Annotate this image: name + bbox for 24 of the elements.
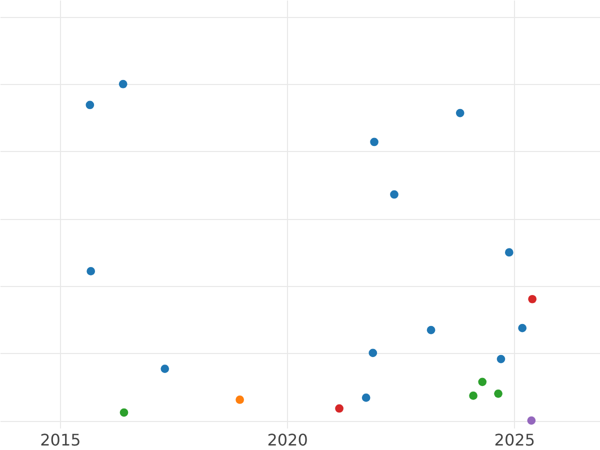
point [86, 100, 94, 110]
point [527, 416, 536, 425]
point [160, 364, 170, 373]
point [362, 394, 370, 402]
point [496, 354, 506, 364]
point [118, 80, 128, 88]
point [390, 190, 398, 199]
x-tick-label: 2015 [40, 430, 81, 450]
x-tick-label: 2020 [267, 430, 308, 450]
point [478, 378, 487, 386]
point [236, 396, 244, 404]
point [335, 404, 344, 413]
point [518, 324, 527, 332]
point [368, 348, 378, 358]
point [426, 326, 436, 334]
point [528, 294, 537, 304]
point [456, 108, 464, 118]
point [494, 390, 502, 398]
point [86, 267, 96, 276]
point [504, 248, 514, 257]
x-tick-label: 2025 [494, 430, 536, 450]
point [469, 392, 478, 400]
point [370, 138, 378, 146]
point [120, 408, 128, 417]
